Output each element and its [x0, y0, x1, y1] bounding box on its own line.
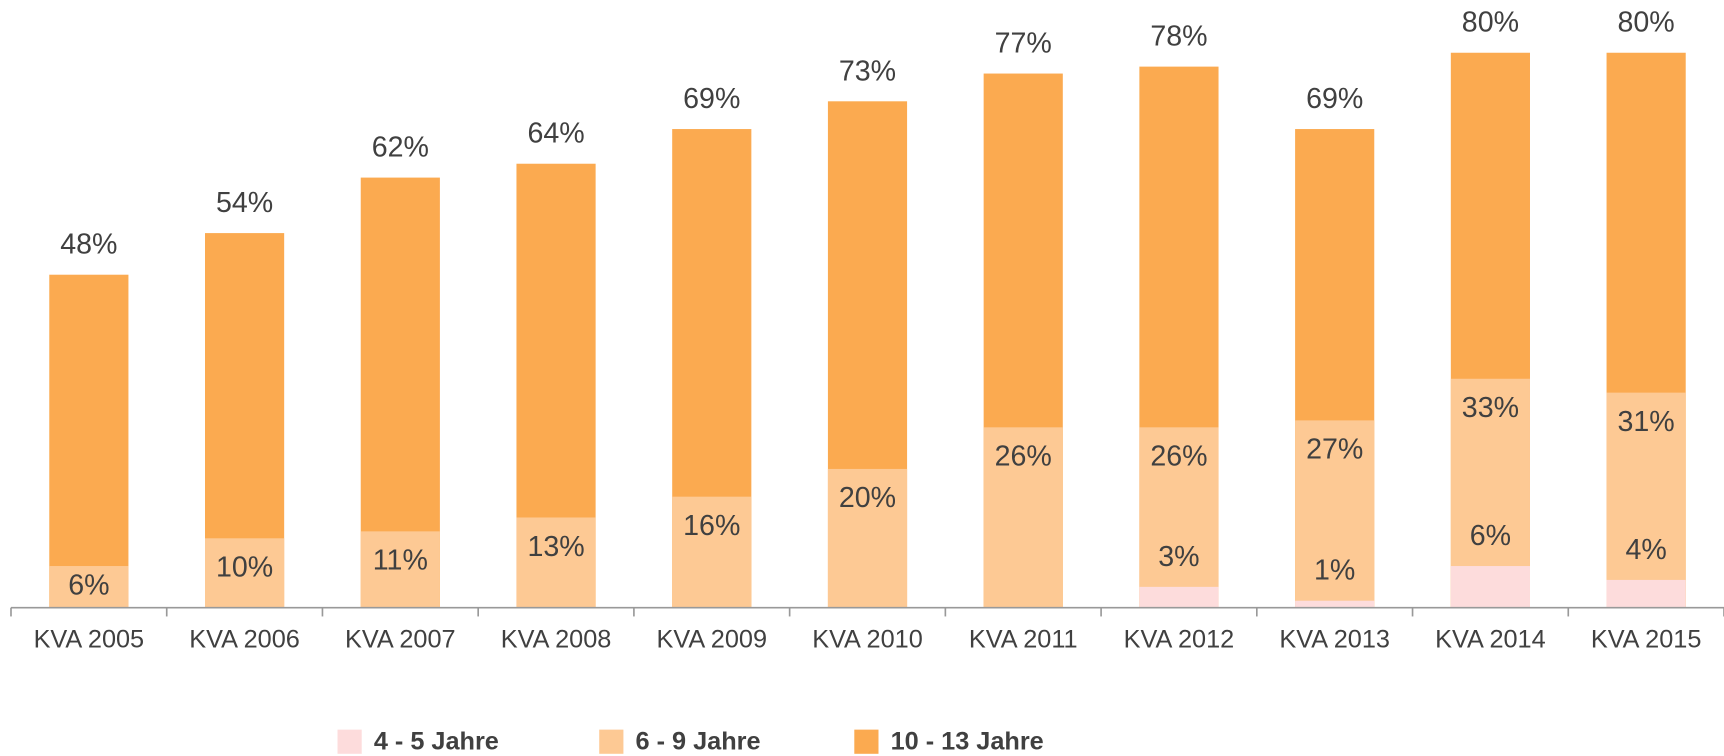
data-label: 78%: [1150, 21, 1207, 53]
legend-label: 10 - 13 Jahre: [891, 727, 1044, 755]
data-label: 31%: [1618, 406, 1675, 438]
bar: [49, 566, 129, 608]
x-tick-label: KVA 2013: [1279, 625, 1390, 653]
data-label: 26%: [1150, 441, 1207, 473]
bar: [827, 468, 908, 608]
data-label: 6%: [68, 569, 109, 601]
data-label: 80%: [1618, 7, 1675, 39]
data-label: 16%: [683, 510, 740, 542]
data-label: 13%: [527, 531, 584, 563]
data-label: 10%: [216, 552, 273, 584]
data-label: 20%: [839, 482, 896, 514]
data-label: 26%: [995, 441, 1052, 473]
data-label: 27%: [1306, 434, 1363, 466]
x-tick-label: KVA 2010: [812, 625, 923, 653]
data-label: 54%: [216, 187, 273, 219]
bar: [1450, 566, 1530, 608]
bar: [1606, 579, 1686, 608]
legend-swatch: [337, 729, 362, 754]
x-tick-label: KVA 2005: [34, 625, 145, 653]
bar: [672, 496, 752, 608]
bar: [516, 517, 596, 608]
legend-label: 6 - 9 Jahre: [636, 727, 761, 755]
legend-swatch: [599, 729, 624, 754]
data-label: 69%: [683, 83, 740, 115]
bar: [983, 427, 1063, 608]
data-label: 80%: [1462, 7, 1519, 39]
x-tick-label: KVA 2007: [345, 625, 456, 653]
x-tick-label: KVA 2012: [1124, 625, 1235, 653]
bar: [1295, 420, 1375, 608]
bar: [360, 531, 440, 608]
legend-label: 4 - 5 Jahre: [374, 727, 499, 755]
bar: [49, 274, 129, 608]
data-label: 62%: [372, 132, 429, 164]
x-tick-label: KVA 2014: [1435, 625, 1546, 653]
data-label: 33%: [1462, 392, 1519, 424]
x-tick-label: KVA 2009: [656, 625, 767, 653]
data-label: 73%: [839, 55, 896, 87]
x-tick-label: KVA 2015: [1591, 625, 1702, 653]
data-label: 64%: [527, 118, 584, 150]
x-tick-label: KVA 2011: [969, 625, 1078, 653]
bar: [1606, 392, 1686, 608]
data-label: 6%: [1470, 520, 1511, 552]
data-label: 3%: [1158, 541, 1199, 573]
bar: [1295, 600, 1375, 608]
data-label: 77%: [995, 28, 1052, 60]
x-tick-label: KVA 2006: [189, 625, 300, 653]
data-label: 11%: [373, 545, 428, 577]
data-label: 48%: [60, 229, 117, 261]
data-label: 69%: [1306, 83, 1363, 115]
bar: [205, 538, 285, 608]
legend-swatch: [854, 729, 879, 754]
data-label: 4%: [1625, 534, 1666, 566]
bar: [1139, 427, 1219, 608]
bar: [1139, 586, 1219, 608]
x-tick-label: KVA 2008: [501, 625, 612, 653]
data-label: 1%: [1314, 555, 1355, 587]
